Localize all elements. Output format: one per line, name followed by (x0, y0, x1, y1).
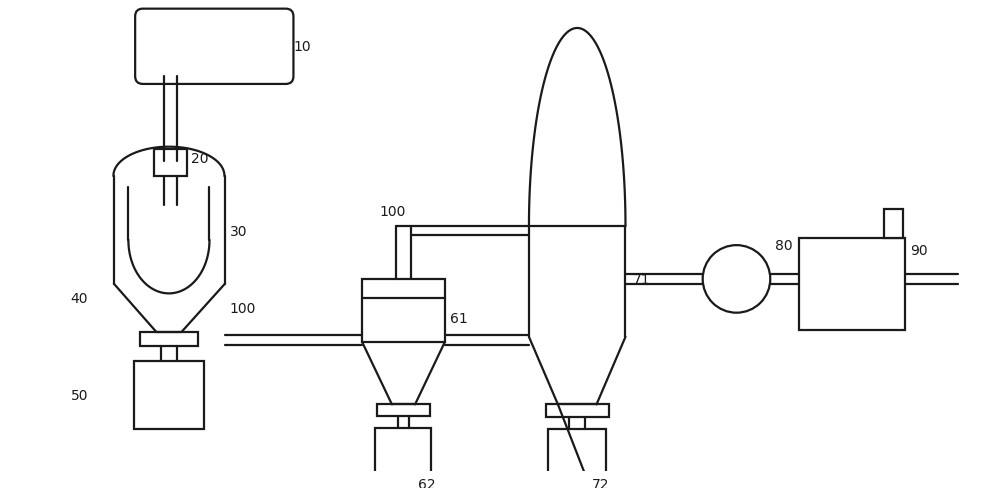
Text: 10: 10 (293, 40, 311, 54)
Bar (884, 210, 903, 239)
Bar (548, 428, 606, 479)
Bar (377, 405, 430, 416)
Text: 72: 72 (592, 477, 609, 488)
Bar (154, 149, 187, 176)
Bar (375, 427, 431, 476)
Circle shape (703, 245, 770, 313)
Text: 20: 20 (191, 152, 209, 166)
Text: 40: 40 (70, 292, 88, 305)
Bar (362, 279, 445, 342)
Bar (134, 361, 204, 428)
Text: 71: 71 (633, 272, 651, 286)
Text: 61: 61 (450, 311, 468, 325)
Bar (546, 405, 609, 417)
FancyBboxPatch shape (135, 10, 293, 85)
Text: 100: 100 (230, 301, 256, 315)
Text: 80: 80 (775, 239, 793, 253)
Text: 100: 100 (379, 205, 406, 219)
Bar (799, 239, 905, 330)
Text: 90: 90 (910, 244, 928, 258)
Text: 50: 50 (70, 388, 88, 402)
Text: 30: 30 (230, 224, 247, 238)
Bar (140, 332, 198, 347)
Text: 62: 62 (418, 477, 436, 488)
